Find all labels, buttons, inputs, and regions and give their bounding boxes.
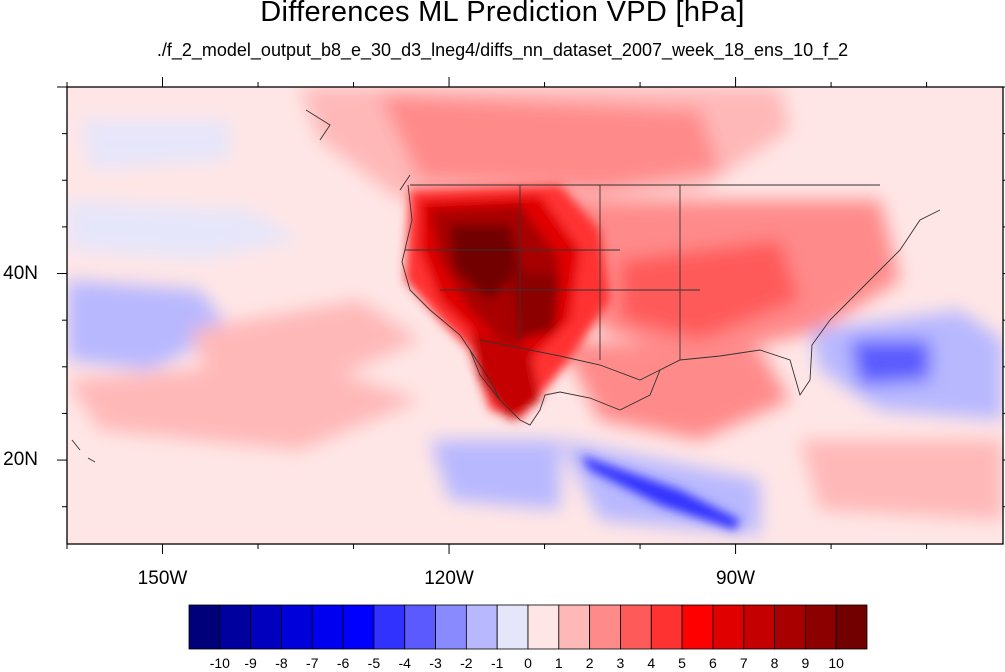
colorbar-swatch — [404, 604, 436, 650]
colorbar-label: 2 — [585, 655, 594, 671]
colorbar-label: 3 — [616, 655, 625, 671]
colorbar-label: -1 — [490, 655, 504, 671]
colorbar-swatch — [527, 604, 560, 650]
coastlines — [71, 109, 941, 463]
colorbar-label: 1 — [554, 655, 563, 671]
colorbar-label: 0 — [524, 655, 532, 671]
y-tick-label: 40N — [3, 262, 38, 284]
x-tick-label: 90W — [716, 568, 756, 589]
colorbar-label: -3 — [429, 655, 442, 671]
x-tick-label: 150W — [137, 568, 188, 589]
vpd-difference-field — [67, 87, 1003, 544]
colorbar-swatch — [250, 604, 282, 650]
colorbar-label: -7 — [306, 655, 319, 671]
colorbar-label: 4 — [647, 655, 656, 671]
colorbar-swatch — [342, 604, 375, 650]
colorbar-swatch — [620, 604, 652, 650]
colorbar-swatch — [188, 604, 221, 650]
plot-subtitle: ./f_2_model_output_b8_e_30_d3_lneg4/diff… — [156, 40, 849, 60]
colorbar-label: -10 — [209, 655, 230, 671]
colorbar-label: -5 — [367, 655, 381, 671]
colorbar-swatch — [435, 604, 467, 650]
colorbar-label: 10 — [828, 655, 844, 671]
colorbar-label: 9 — [801, 655, 810, 671]
colorbar-label: 6 — [709, 655, 717, 671]
colorbar-label: -2 — [460, 655, 473, 671]
colorbar-swatch — [743, 604, 775, 650]
colorbar-swatch — [774, 604, 806, 650]
colorbar-swatch — [311, 604, 344, 650]
x-tick-label: 120W — [424, 568, 474, 589]
colorbar-swatch — [465, 604, 498, 650]
plot-title: Differences ML Prediction VPD [hPa] — [260, 0, 745, 28]
colorbar-swatch — [373, 604, 406, 650]
colorbar-label: 8 — [770, 655, 779, 671]
colorbar-swatch — [496, 604, 529, 650]
colorbar-swatch — [712, 604, 745, 650]
colorbar-label: 7 — [739, 655, 748, 671]
colorbar-swatch — [650, 604, 683, 650]
colorbar-label: -8 — [275, 655, 288, 671]
colorbar — [188, 604, 868, 650]
colorbar-swatch — [281, 604, 313, 650]
colorbar-swatch — [558, 604, 591, 650]
colorbar-swatch — [835, 604, 868, 650]
colorbar-swatch — [589, 604, 621, 650]
axis-ticks — [57, 77, 1005, 554]
colorbar-swatch — [219, 604, 252, 650]
colorbar-label: -6 — [336, 655, 350, 671]
map-frame-border — [66, 86, 1004, 545]
colorbar-label: -4 — [398, 655, 411, 671]
y-tick-label: 20N — [3, 449, 38, 471]
colorbar-swatch — [681, 604, 714, 650]
colorbar-label: 5 — [678, 655, 686, 671]
colorbar-label: -9 — [244, 655, 257, 671]
colorbar-swatch — [804, 604, 837, 650]
